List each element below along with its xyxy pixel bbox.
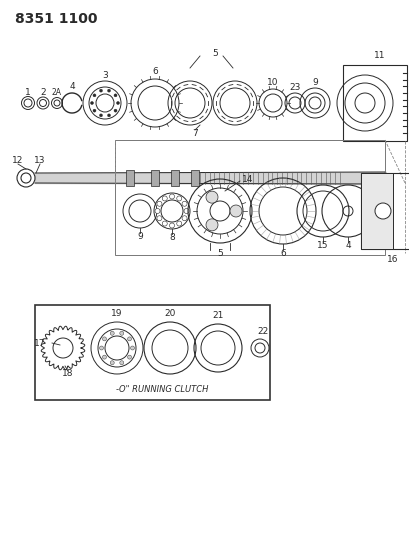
Circle shape bbox=[169, 223, 174, 228]
Circle shape bbox=[90, 101, 93, 104]
Circle shape bbox=[162, 221, 167, 226]
Circle shape bbox=[130, 346, 134, 350]
Circle shape bbox=[127, 355, 131, 359]
Circle shape bbox=[157, 201, 162, 206]
Circle shape bbox=[157, 216, 162, 221]
Bar bbox=[342, 65, 406, 141]
Bar bbox=[360, 173, 392, 249]
Text: 22: 22 bbox=[257, 327, 268, 336]
Circle shape bbox=[99, 114, 102, 117]
Text: 17: 17 bbox=[34, 338, 46, 348]
Text: 19: 19 bbox=[111, 310, 122, 319]
Circle shape bbox=[116, 101, 119, 104]
Circle shape bbox=[374, 203, 390, 219]
Text: 3: 3 bbox=[102, 70, 108, 79]
Bar bbox=[171, 170, 179, 186]
Text: 11: 11 bbox=[373, 51, 385, 60]
Circle shape bbox=[93, 109, 96, 112]
Circle shape bbox=[155, 208, 160, 214]
Text: 12: 12 bbox=[12, 156, 24, 165]
Circle shape bbox=[110, 361, 114, 365]
Text: 9: 9 bbox=[137, 231, 142, 240]
Bar bbox=[151, 170, 159, 186]
Circle shape bbox=[110, 331, 114, 335]
Circle shape bbox=[169, 194, 174, 199]
Text: 4: 4 bbox=[344, 240, 350, 249]
Circle shape bbox=[205, 219, 218, 231]
Circle shape bbox=[99, 89, 102, 92]
Circle shape bbox=[114, 94, 117, 97]
Circle shape bbox=[99, 346, 103, 350]
Circle shape bbox=[102, 337, 106, 341]
Text: 14: 14 bbox=[242, 174, 253, 183]
Text: 6: 6 bbox=[152, 67, 157, 76]
Circle shape bbox=[184, 208, 189, 214]
Circle shape bbox=[107, 114, 110, 117]
Circle shape bbox=[114, 109, 117, 112]
Circle shape bbox=[176, 196, 181, 201]
Circle shape bbox=[127, 337, 131, 341]
Circle shape bbox=[162, 196, 167, 201]
Text: 10: 10 bbox=[267, 77, 278, 86]
Bar bbox=[191, 170, 198, 186]
Text: 21: 21 bbox=[212, 311, 223, 320]
Text: 15: 15 bbox=[317, 240, 328, 249]
Bar bbox=[35, 305, 270, 400]
Text: 18: 18 bbox=[62, 369, 74, 378]
Text: 5: 5 bbox=[217, 248, 222, 257]
Circle shape bbox=[119, 331, 124, 335]
Bar bbox=[126, 170, 134, 186]
Text: -O" RUNNING CLUTCH: -O" RUNNING CLUTCH bbox=[116, 385, 208, 394]
Text: 2A: 2A bbox=[52, 87, 62, 96]
Text: 5: 5 bbox=[211, 49, 217, 58]
Text: 8: 8 bbox=[169, 232, 175, 241]
Text: 8351 1100: 8351 1100 bbox=[15, 12, 97, 26]
Circle shape bbox=[102, 355, 106, 359]
Circle shape bbox=[205, 191, 218, 203]
Text: 1: 1 bbox=[25, 87, 31, 96]
Text: 20: 20 bbox=[164, 310, 175, 319]
Text: 7: 7 bbox=[192, 128, 198, 138]
Text: 16: 16 bbox=[387, 254, 398, 263]
Text: 4: 4 bbox=[69, 82, 74, 91]
Circle shape bbox=[119, 361, 124, 365]
Bar bbox=[115, 140, 384, 255]
Circle shape bbox=[107, 89, 110, 92]
Text: 9: 9 bbox=[311, 77, 317, 86]
Circle shape bbox=[182, 201, 187, 206]
Circle shape bbox=[229, 205, 241, 217]
Text: 23: 23 bbox=[289, 83, 300, 92]
Circle shape bbox=[182, 216, 187, 221]
Text: 6: 6 bbox=[279, 248, 285, 257]
Circle shape bbox=[176, 221, 181, 226]
Text: 2: 2 bbox=[40, 87, 46, 96]
Bar bbox=[360, 173, 409, 249]
Circle shape bbox=[93, 94, 96, 97]
Text: 13: 13 bbox=[34, 156, 46, 165]
